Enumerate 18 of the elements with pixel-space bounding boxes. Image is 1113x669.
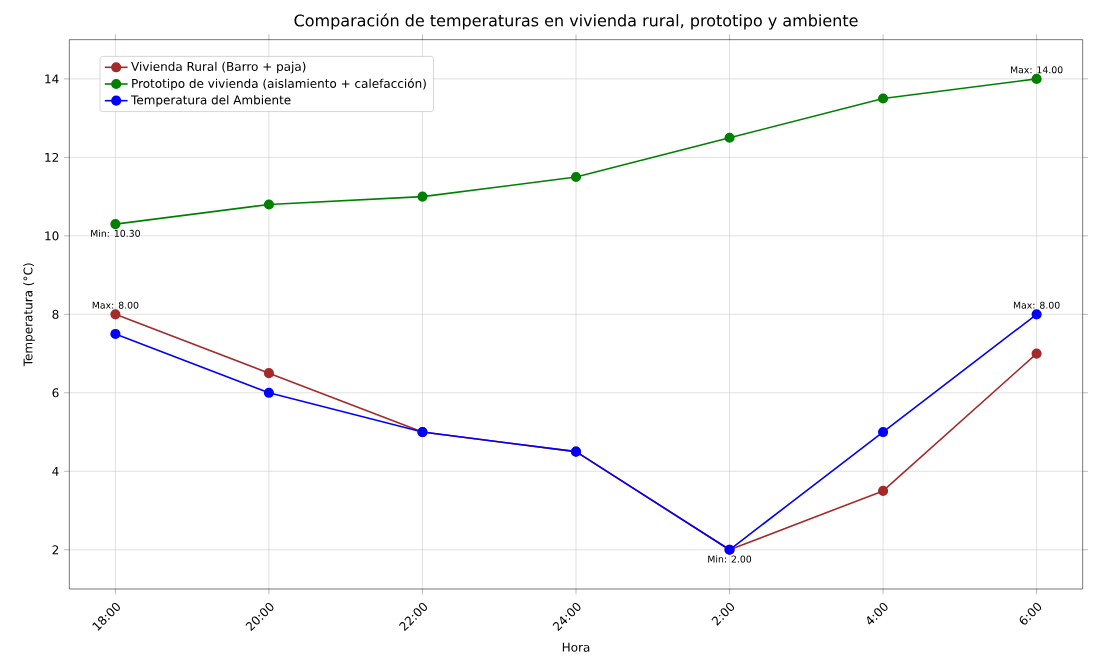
y-tick-label: 10 [45, 231, 59, 241]
y-tick-label: 14 [45, 74, 59, 84]
y-axis-title: Temperatura (°C) [23, 263, 35, 367]
y-tick-label: 6 [52, 388, 59, 398]
annotation: Max: 14.00 [1010, 66, 1063, 74]
y-tick-label: 12 [45, 152, 59, 162]
annotation: Max: 8.00 [92, 301, 139, 309]
y-tick-label: 2 [52, 545, 59, 555]
x-axis-title: Hora [562, 642, 590, 652]
y-tick-label: 4 [52, 466, 59, 476]
legend-label: Prototipo de vivienda (aislamiento + calefacción) [132, 78, 426, 91]
annotation: Min: 2.00 [708, 555, 752, 563]
annotation: Max: 8.00 [1013, 301, 1060, 309]
annotation: Min: 10.30 [91, 229, 140, 237]
legend-label: Temperatura del Ambiente [130, 95, 291, 107]
legend-label: Vivienda Rural (Barro + paja) [131, 61, 306, 74]
y-tick-label: 8 [52, 309, 59, 319]
chart-title: Comparación de temperaturas en vivienda rural, prototipo y ambiente [294, 13, 858, 30]
